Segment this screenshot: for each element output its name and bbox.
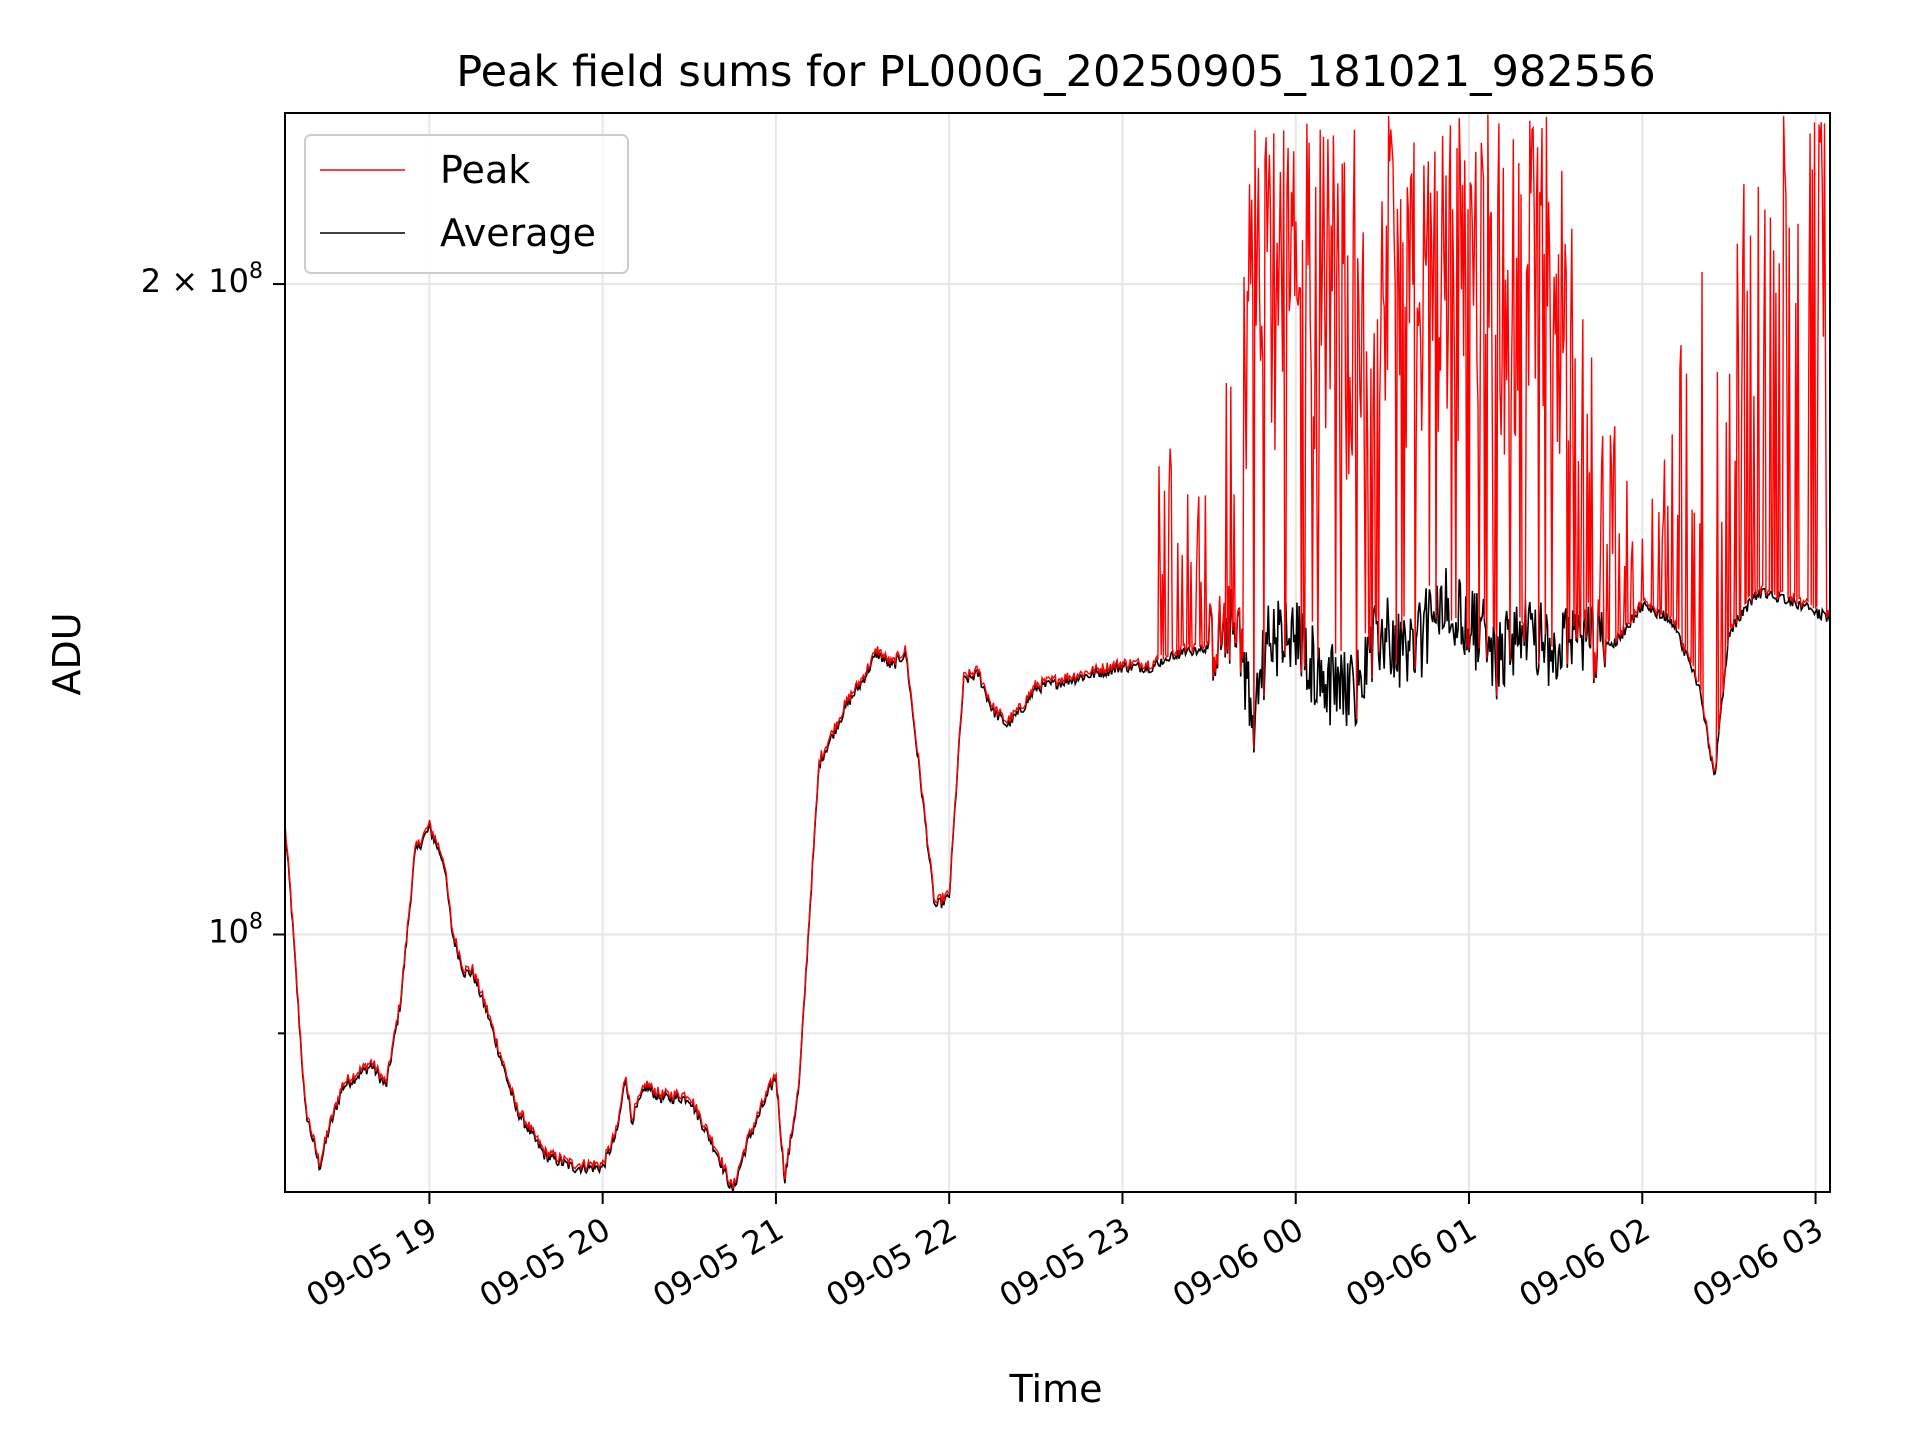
x-axis-ticks: 09-05 19 09-05 20 09-05 21 09-05 22 09-05 23… xyxy=(300,1192,1830,1315)
average-line xyxy=(284,568,1831,1193)
peak-line xyxy=(284,114,1831,1189)
y-axis-label: ADU xyxy=(45,612,89,695)
legend: Peak Average xyxy=(304,134,629,274)
y-axis-ticks: 2 × 108 108 xyxy=(141,259,285,1035)
average-series xyxy=(284,568,1831,1193)
x-tick-label: 09-05 22 xyxy=(820,1210,964,1315)
x-tick-label: 09-06 03 xyxy=(1686,1210,1830,1315)
legend-label-average: Average xyxy=(440,211,596,255)
x-axis-label: Time xyxy=(1009,1367,1103,1411)
legend-label-peak: Peak xyxy=(440,148,530,192)
y-tick-label: 2 × 108 xyxy=(141,259,263,300)
chart-title: Peak field sums for PL000G_20250905_1810… xyxy=(456,47,1656,97)
plot-frame xyxy=(284,112,1831,1193)
x-tick-label: 09-06 00 xyxy=(1166,1210,1310,1315)
peak-series xyxy=(284,114,1831,1189)
x-tick-label: 09-05 20 xyxy=(473,1210,617,1315)
x-tick-label: 09-05 21 xyxy=(646,1210,790,1315)
x-tick-label: 09-06 02 xyxy=(1513,1210,1657,1315)
grid xyxy=(285,113,1830,1192)
x-tick-label: 09-05 19 xyxy=(300,1210,444,1315)
x-tick-label: 09-05 23 xyxy=(993,1210,1137,1315)
x-tick-label: 09-06 01 xyxy=(1339,1210,1483,1315)
y-tick-label: 108 xyxy=(208,909,263,950)
